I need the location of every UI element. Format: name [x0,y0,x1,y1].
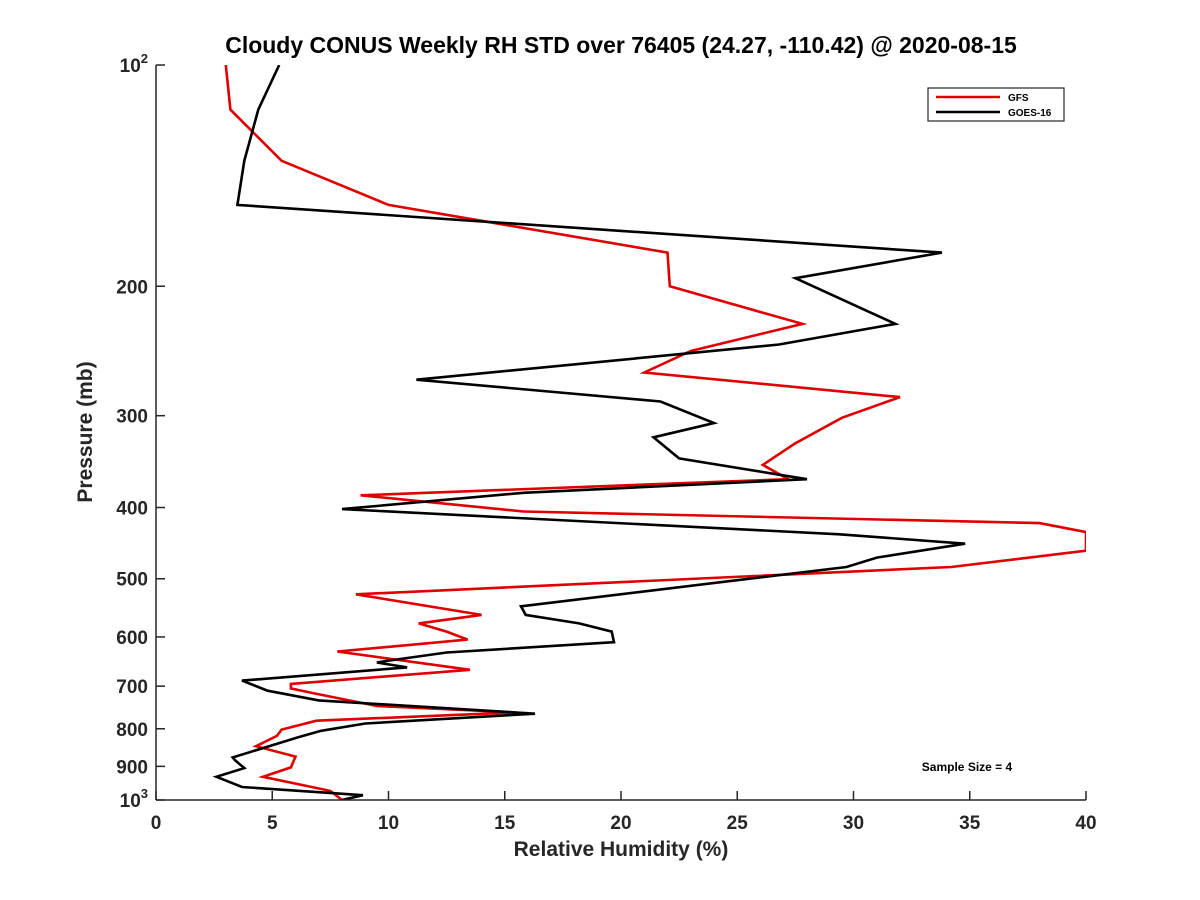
x-axis-label: Relative Humidity (%) [514,838,729,861]
y-tick-label: 900 [116,757,148,778]
y-tick-label: 200 [116,277,148,298]
x-axis-ticks: 0 5 10 15 20 25 30 35 40 [151,791,1097,834]
legend-label: GFS [1008,93,1029,104]
x-tick-label: 15 [494,813,516,834]
series-line-gfs [224,65,1086,800]
x-tick-label: 35 [959,813,981,834]
y-axis-label: Pressure (mb) [74,361,97,502]
x-tick-label: 30 [843,813,864,834]
x-tick-label: 25 [727,813,749,834]
y-tick-label: 300 [116,407,148,428]
x-tick-label: 20 [610,813,631,834]
chart-title: Cloudy CONUS Weekly RH STD over 76405 (2… [225,32,1017,58]
legend: GFS GOES-16 [927,87,1065,122]
sample-size-annotation: Sample Size = 4 [922,760,1013,774]
y-tick-label: 800 [116,720,148,741]
y-tick-label: 400 [116,499,148,520]
series-line-goes-16 [212,65,966,800]
y-tick-label: 700 [116,677,148,698]
x-tick-label: 40 [1075,813,1096,834]
y-tick-label: 103 [120,786,148,812]
x-tick-label: 5 [267,813,278,834]
x-tick-label: 0 [151,813,162,834]
y-tick-label: 500 [116,570,148,591]
plot-area [155,65,1086,801]
y-tick-label: 600 [116,628,148,649]
y-tick-label: 102 [120,51,148,77]
legend-label: GOES-16 [1008,108,1052,119]
x-tick-label: 10 [378,813,399,834]
y-axis-ticks: 102 200 300 400 500 600 700 800 900 103 [116,51,165,812]
legend-box [927,87,1065,122]
